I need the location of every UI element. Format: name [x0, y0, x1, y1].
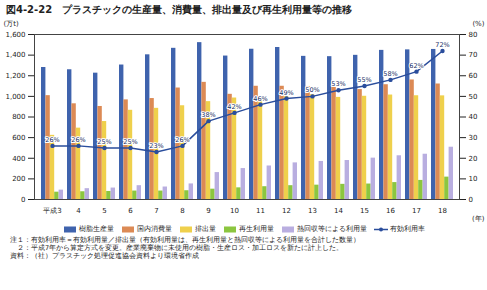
svg-text:1,600: 1,600 [5, 31, 25, 39]
svg-text:50: 50 [469, 93, 478, 101]
svg-text:62%: 62% [409, 62, 423, 70]
html-text:有効利用率: 有効利用率 [389, 225, 425, 233]
svg-text:58%: 58% [383, 70, 397, 78]
svg-text:10: 10 [469, 175, 478, 183]
svg-text:25%: 25% [123, 138, 137, 146]
svg-text:14: 14 [334, 207, 343, 215]
html-text:２：平成7年から算定方式を変更。産業廃棄物に未使用の樹脂・生: ２：平成7年から算定方式を変更。産業廃棄物に未使用の樹脂・生産ロス・加工ロスを新… [10, 244, 344, 252]
html-text:熱回収等による利用量: 熱回収等による利用量 [296, 225, 367, 233]
svg-text:(年): (年) [472, 215, 485, 223]
svg-text:9: 9 [206, 207, 210, 215]
svg-text:15: 15 [360, 207, 369, 215]
svg-text:13: 13 [308, 207, 317, 215]
svg-text:400: 400 [12, 154, 25, 162]
svg-text:11: 11 [256, 207, 265, 215]
svg-text:42%: 42% [227, 103, 241, 111]
svg-text:50%: 50% [305, 86, 319, 94]
svg-text:1,200: 1,200 [5, 72, 25, 80]
svg-text:4: 4 [76, 207, 81, 215]
svg-text:平成3: 平成3 [43, 207, 61, 215]
svg-text:(%): (%) [472, 20, 484, 28]
svg-text:49%: 49% [279, 89, 293, 97]
svg-text:5: 5 [102, 207, 106, 215]
html-text:排出量: 排出量 [194, 225, 216, 233]
svg-text:(万t): (万t) [4, 20, 19, 28]
svg-text:18: 18 [438, 207, 447, 215]
svg-text:200: 200 [12, 175, 25, 183]
svg-text:26%: 26% [71, 136, 85, 144]
html-text:樹脂生産量: 樹脂生産量 [78, 225, 114, 233]
svg-text:17: 17 [412, 207, 421, 215]
svg-text:8: 8 [180, 207, 184, 215]
svg-text:30: 30 [469, 134, 478, 142]
svg-text:6: 6 [128, 207, 133, 215]
svg-text:1,400: 1,400 [5, 51, 25, 59]
svg-text:26%: 26% [175, 136, 189, 144]
svg-text:40: 40 [469, 113, 478, 121]
svg-text:600: 600 [12, 134, 25, 142]
svg-text:10: 10 [230, 207, 239, 215]
svg-text:800: 800 [12, 113, 25, 121]
svg-text:72%: 72% [435, 41, 449, 49]
svg-text:12: 12 [282, 207, 291, 215]
svg-text:23%: 23% [149, 142, 163, 150]
svg-text:55%: 55% [357, 76, 371, 84]
html-text:資料：（社）プラスチック処理促進協会資料より環境省作成: 資料：（社）プラスチック処理促進協会資料より環境省作成 [10, 252, 199, 260]
svg-text:46%: 46% [253, 95, 267, 103]
html-text:図4-2-22 プラスチックの生産量、消費量、排出量及び再生: 図4-2-22 プラスチックの生産量、消費量、排出量及び再生利用量等の推移 [6, 4, 353, 15]
svg-text:60: 60 [469, 72, 478, 80]
svg-text:1,000: 1,000 [5, 93, 25, 101]
svg-text:20: 20 [469, 154, 478, 162]
html-text:国内消費量: 国内消費量 [136, 225, 172, 233]
svg-text:80: 80 [469, 31, 478, 39]
svg-text:26%: 26% [45, 136, 59, 144]
svg-text:0: 0 [469, 196, 473, 204]
svg-text:38%: 38% [201, 111, 215, 119]
svg-text:53%: 53% [331, 80, 345, 88]
svg-text:0: 0 [21, 196, 25, 204]
html-text:再生利用量: 再生利用量 [238, 225, 274, 233]
html-text:注１：有効利用率＝有効利用量／排出量（有効利用量は、再生利用: 注１：有効利用率＝有効利用量／排出量（有効利用量は、再生利用量と熱回収等による利… [10, 236, 360, 244]
svg-text:70: 70 [469, 51, 478, 59]
svg-text:25%: 25% [97, 138, 111, 146]
svg-text:16: 16 [386, 207, 395, 215]
svg-text:7: 7 [154, 207, 158, 215]
